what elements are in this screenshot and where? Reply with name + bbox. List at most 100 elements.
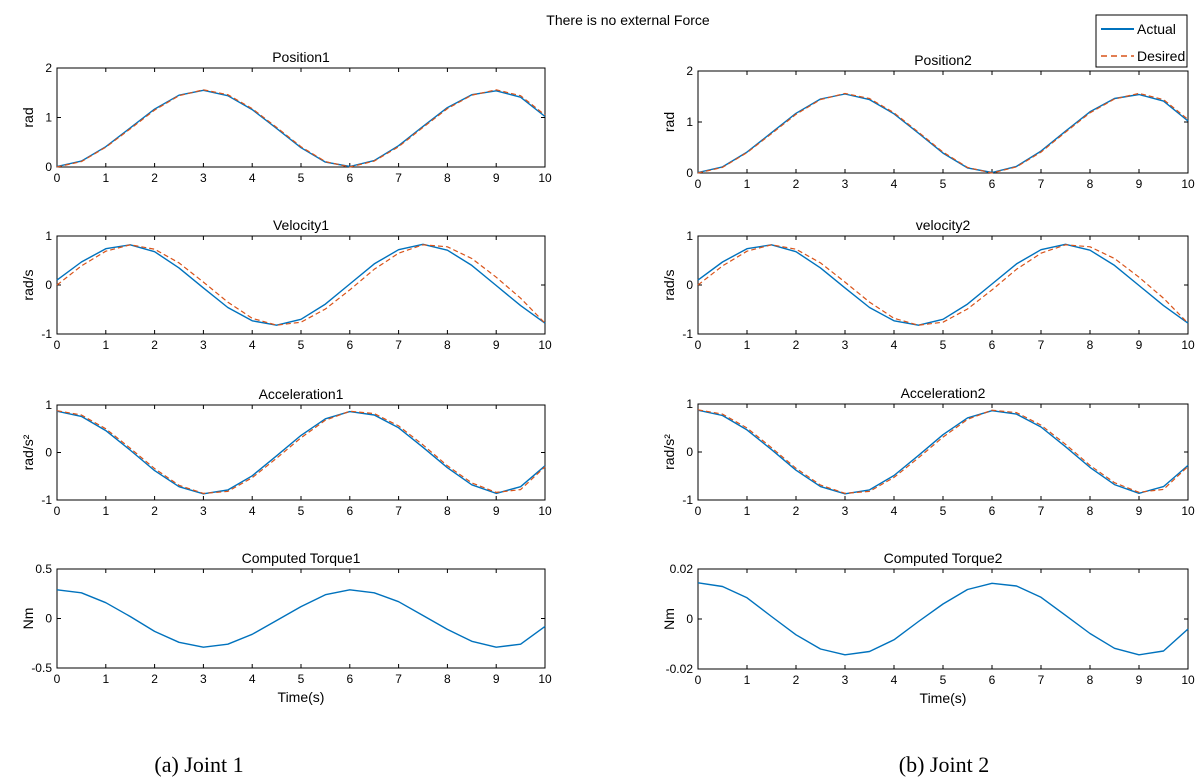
x-tick-label: 1 <box>102 504 109 518</box>
x-tick-label: 6 <box>989 673 996 687</box>
plot-axes-box <box>697 235 1189 335</box>
x-tick-label: 0 <box>695 504 702 518</box>
y-axis-label: rad/s² <box>20 434 36 470</box>
x-tick-label: 1 <box>744 177 751 191</box>
x-tick-label: 5 <box>298 672 305 686</box>
legend-desired-label: Desired <box>1137 48 1185 64</box>
x-tick-label: 7 <box>1038 338 1045 352</box>
x-tick-label: 4 <box>249 672 256 686</box>
x-tick-label: 5 <box>298 171 305 185</box>
x-tick-label: 3 <box>842 673 849 687</box>
x-tick-label: 8 <box>444 504 451 518</box>
plot-axes-box <box>697 70 1189 174</box>
x-tick-label: 2 <box>793 338 800 352</box>
y-tick-label: 0 <box>45 446 52 460</box>
y-axis-label: rad <box>20 107 36 127</box>
x-tick-label: 3 <box>200 672 207 686</box>
x-tick-label: 3 <box>200 338 207 352</box>
x-tick-label: 0 <box>54 504 61 518</box>
x-tick-label: 3 <box>842 504 849 518</box>
plot-axes-box <box>56 568 546 669</box>
x-tick-label: 6 <box>989 504 996 518</box>
x-tick-label: 3 <box>200 171 207 185</box>
x-tick-label: 2 <box>151 672 158 686</box>
y-tick-label: -1 <box>682 327 693 341</box>
series-actual-line <box>56 89 546 168</box>
x-tick-label: 10 <box>538 171 552 185</box>
y-tick-label: 0.02 <box>670 562 694 576</box>
y-tick-label: 1 <box>45 398 52 412</box>
x-tick-label: 10 <box>538 504 552 518</box>
plot-axes-box <box>697 403 1189 501</box>
x-tick-label: 8 <box>1087 338 1094 352</box>
x-tick-label: 9 <box>1136 673 1143 687</box>
x-tick-label: 5 <box>940 338 947 352</box>
series-desired-line <box>56 244 546 326</box>
caption-joint-2: (b) Joint 2 <box>899 752 989 777</box>
x-tick-label: 5 <box>298 504 305 518</box>
plot-title: Acceleration1 <box>259 386 344 402</box>
x-tick-label: 10 <box>538 672 552 686</box>
x-tick-label: 4 <box>249 171 256 185</box>
y-tick-label: 0 <box>686 445 693 459</box>
y-tick-label: -1 <box>41 327 52 341</box>
x-tick-label: 1 <box>102 672 109 686</box>
plot-axes-box <box>56 404 546 501</box>
x-tick-label: 4 <box>249 504 256 518</box>
x-tick-label: 4 <box>249 338 256 352</box>
x-tick-label: 1 <box>744 673 751 687</box>
series-desired-line <box>697 409 1189 494</box>
x-tick-label: 8 <box>444 171 451 185</box>
legend-actual-label: Actual <box>1137 21 1176 37</box>
plot-title: velocity2 <box>916 217 971 233</box>
x-tick-label: 9 <box>493 672 500 686</box>
x-tick-label: 9 <box>493 338 500 352</box>
plot-axes-box <box>56 67 546 168</box>
y-axis-label: rad/s <box>661 269 677 300</box>
x-axis-label: Time(s) <box>920 690 967 706</box>
series-actual-line <box>56 589 546 648</box>
x-tick-label: 10 <box>1181 338 1195 352</box>
y-tick-label: -0.02 <box>666 662 694 676</box>
y-tick-label: -0.5 <box>31 661 52 675</box>
x-axis-label: Time(s) <box>278 689 325 705</box>
legend: Actual Desired <box>1095 14 1188 68</box>
x-tick-label: 9 <box>493 504 500 518</box>
x-tick-label: 1 <box>102 171 109 185</box>
x-tick-label: 5 <box>298 338 305 352</box>
y-tick-label: -1 <box>41 493 52 507</box>
x-tick-label: 9 <box>1136 177 1143 191</box>
plot-title: Acceleration2 <box>901 385 986 401</box>
y-tick-label: 2 <box>686 64 693 78</box>
x-tick-label: 3 <box>842 177 849 191</box>
x-tick-label: 6 <box>989 338 996 352</box>
x-tick-label: 1 <box>744 338 751 352</box>
x-tick-label: 10 <box>1181 177 1195 191</box>
caption-joint-1: (a) Joint 1 <box>154 752 243 777</box>
x-tick-label: 2 <box>793 504 800 518</box>
figure-title: There is no external Force <box>546 12 710 28</box>
x-tick-label: 7 <box>1038 177 1045 191</box>
x-tick-label: 0 <box>695 177 702 191</box>
x-tick-label: 0 <box>54 338 61 352</box>
x-tick-label: 10 <box>538 338 552 352</box>
y-tick-label: 0 <box>686 278 693 292</box>
x-tick-label: 2 <box>151 171 158 185</box>
x-tick-label: 7 <box>1038 673 1045 687</box>
x-tick-label: 6 <box>346 171 353 185</box>
x-tick-label: 2 <box>793 177 800 191</box>
plot-title: Position2 <box>914 52 972 68</box>
plot-title: Computed Torque1 <box>242 550 361 566</box>
y-axis-label: rad/s <box>20 269 36 300</box>
x-tick-label: 4 <box>891 177 898 191</box>
x-tick-label: 10 <box>1181 673 1195 687</box>
x-tick-label: 8 <box>1087 177 1094 191</box>
y-axis-label: Nm <box>661 608 677 630</box>
plot-5: Position2 0 1 2 3 4 5 6 7 8 9 10 0 1 2 rad <box>661 52 1195 191</box>
